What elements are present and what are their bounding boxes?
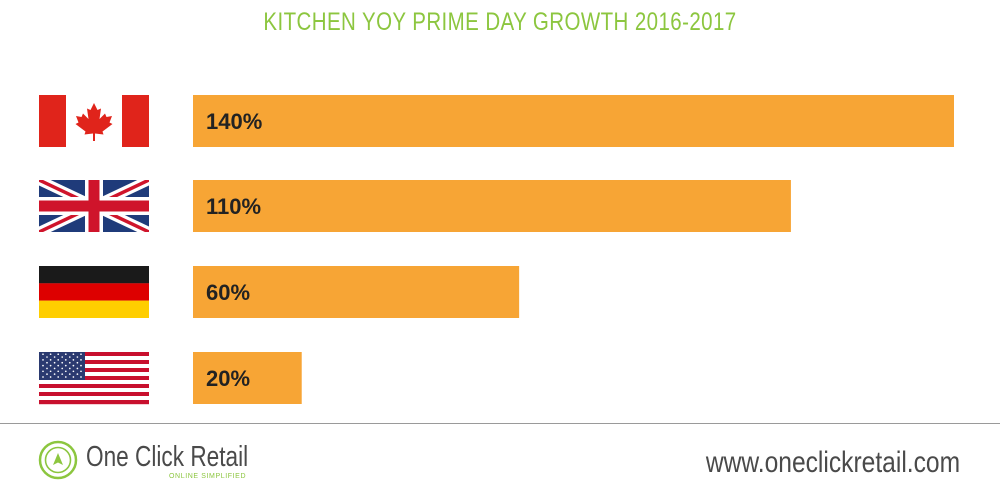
uk-flag-icon [39,180,149,232]
data-label: 110% [206,194,261,219]
bar-chart: 140% 110% 60% 20% [39,95,954,405]
bar-united-kingdom [193,180,791,232]
footer-divider [0,423,1000,424]
bar-germany [193,266,520,318]
brand-tagline: ONLINE SIMPLIFIED [169,473,247,480]
website-url[interactable]: www.oneclickretail.com [705,446,960,479]
canada-flag-icon [39,95,149,147]
chart-title: KITCHEN YOY PRIME DAY GROWTH 2016-2017 [263,8,737,36]
bar-united-states [193,352,302,404]
brand-name: One Click Retail [86,441,249,473]
usa-flag-icon [39,352,149,405]
data-label: 60% [206,280,250,305]
brand-logo-icon [38,440,78,480]
brand-logo: One Click Retail ONLINE SIMPLIFIED [38,440,278,482]
data-label: 20% [206,366,250,391]
germany-flag-icon [39,266,149,318]
bar-canada [193,95,954,147]
data-label: 140% [206,109,262,134]
